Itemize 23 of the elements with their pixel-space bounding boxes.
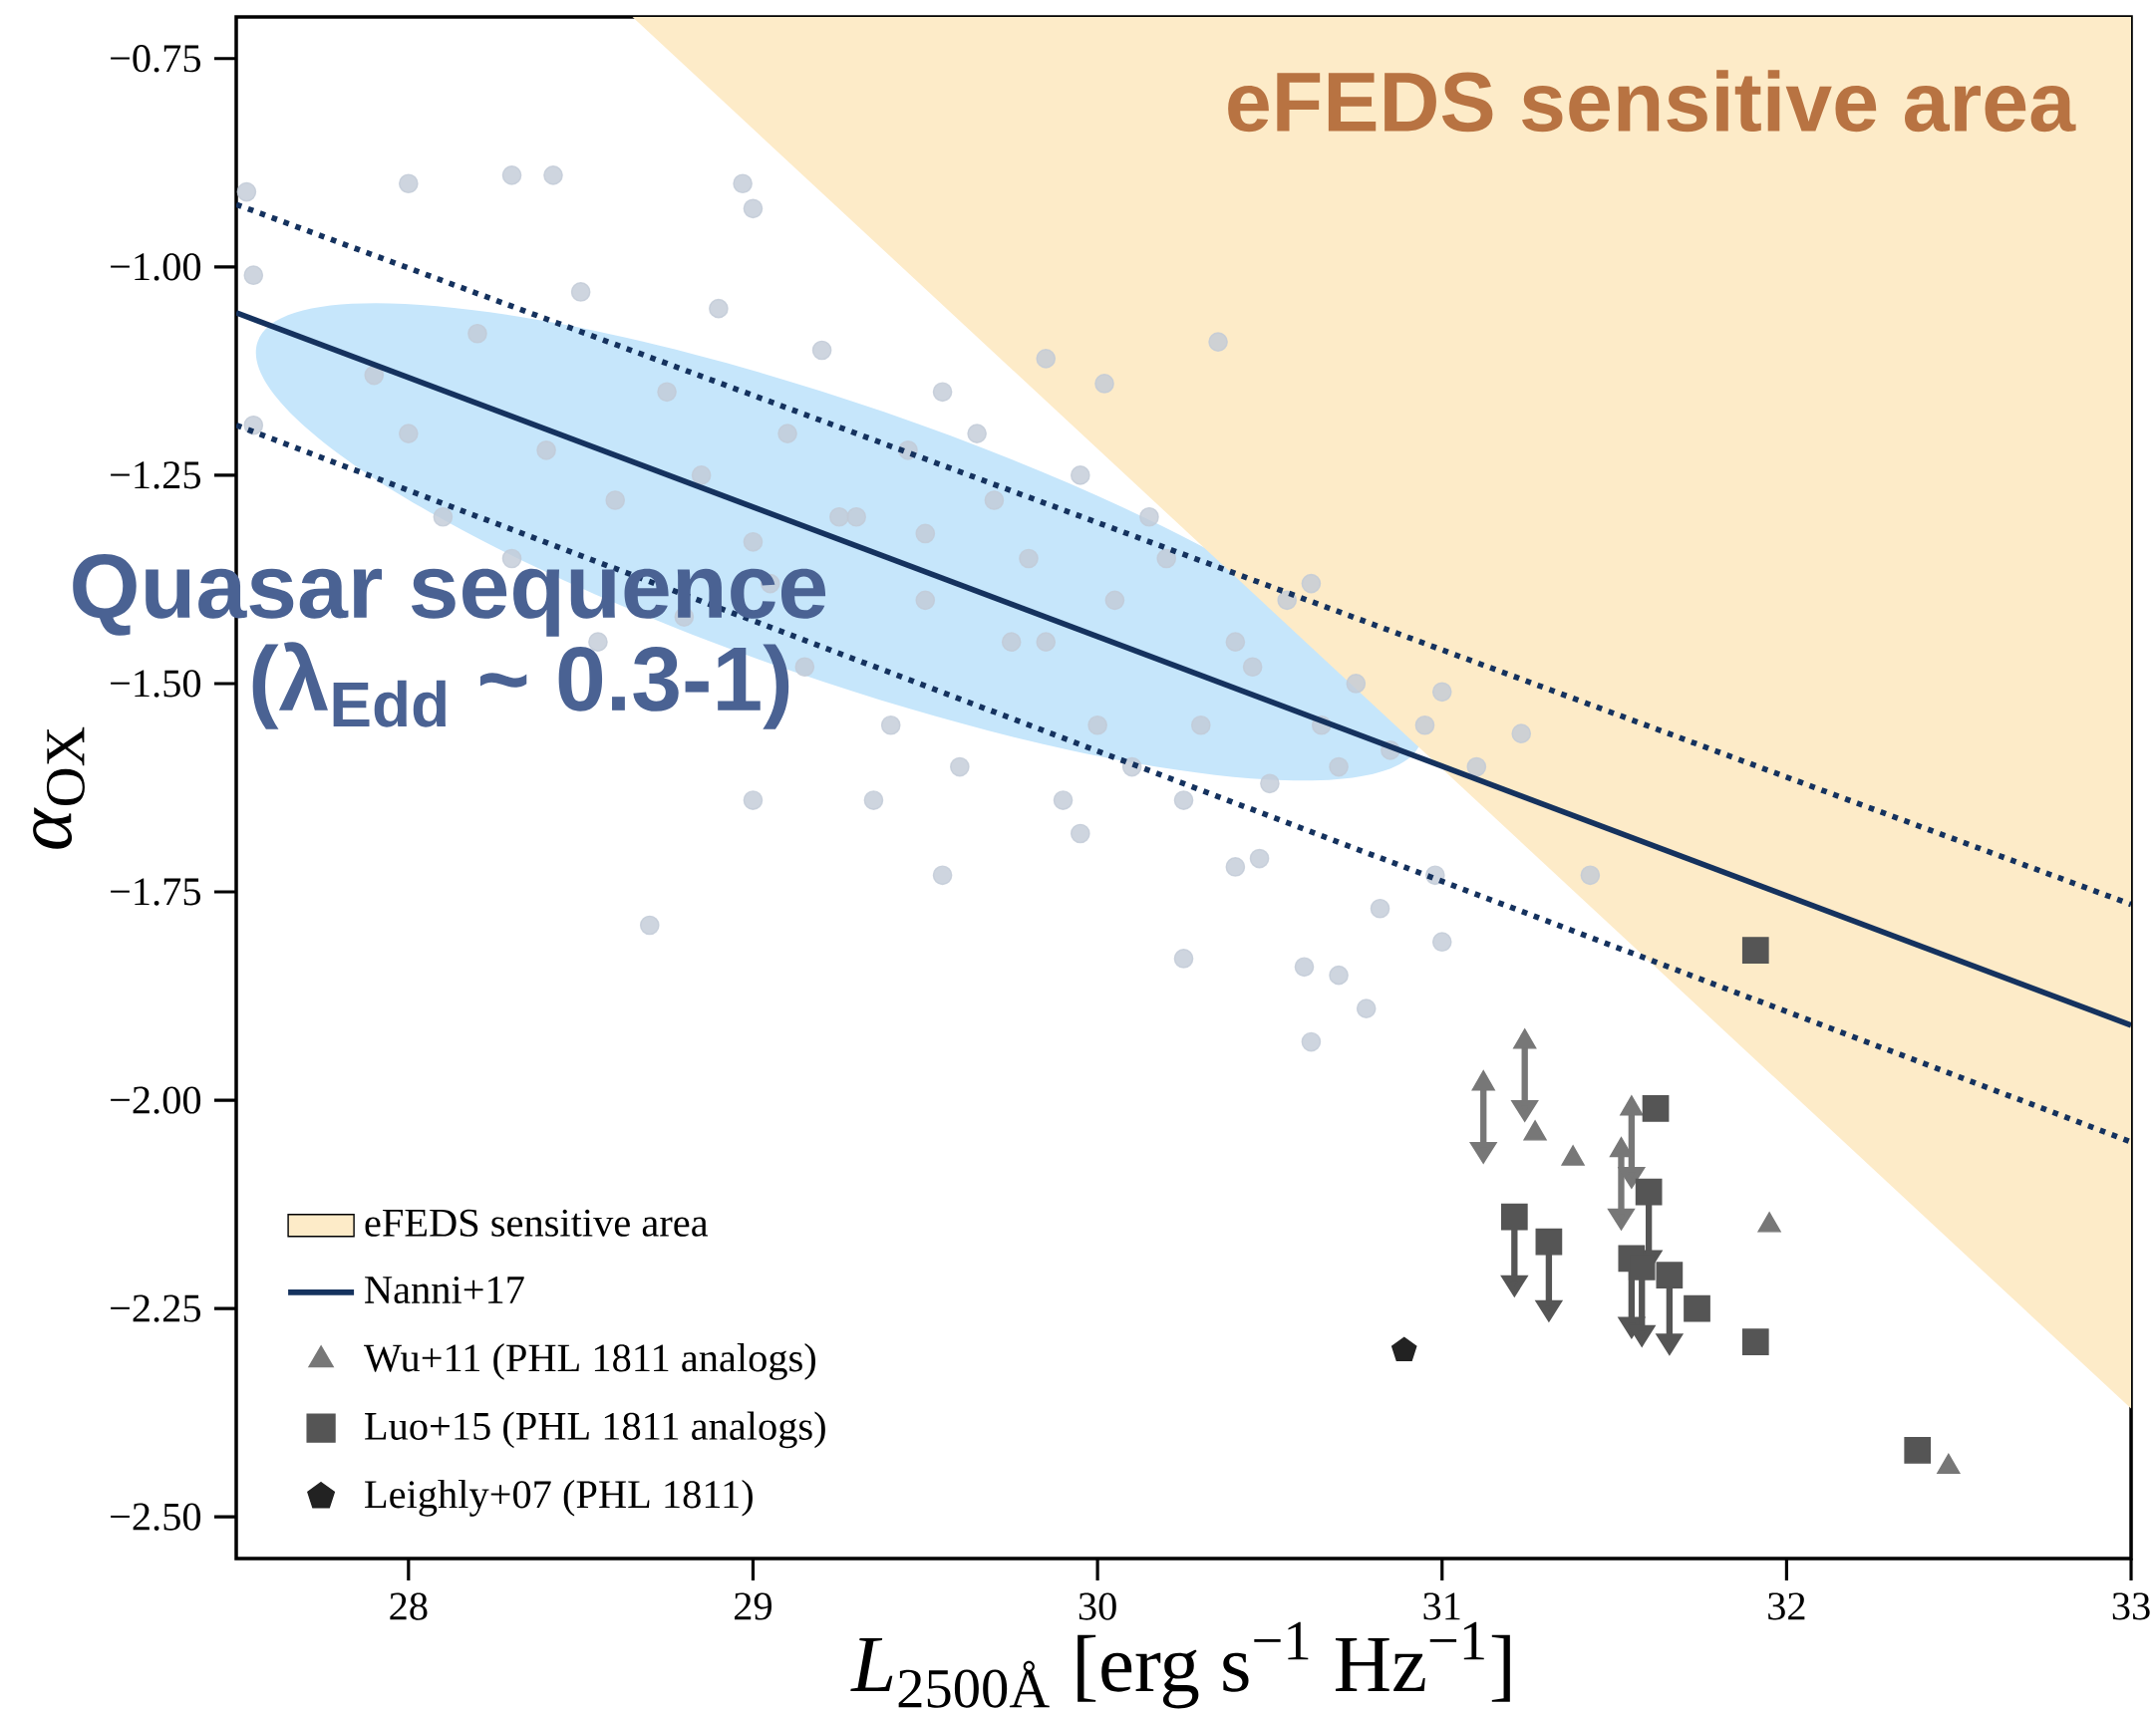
y-tick-label: −2.25: [111, 1294, 201, 1322]
y-axis-title: α$_{OX}$: [33, 726, 85, 849]
annotation: eFEDS sensitive area: [1228, 70, 2076, 133]
y-tick-label: −1.00: [111, 253, 201, 281]
legend-label: eFEDS sensitive area: [365, 1209, 709, 1237]
annotation: (λ$_{Edd}$ ~ 0.3-1): [252, 642, 789, 729]
legend-label: Luo+15 (PHL 1811 analogs): [365, 1411, 825, 1449]
x-axis-title: L$_{2500Å}$ [erg s$^{−1}$ Hz$^{−1}$]: [850, 1621, 1510, 1709]
y-tick-label: −0.75: [111, 45, 201, 73]
x-tick-label: 33: [2112, 1592, 2150, 1620]
x-tick-label: 32: [1768, 1592, 1805, 1620]
y-tick-label: −1.50: [111, 670, 201, 698]
x-tick-label: 31: [1423, 1592, 1460, 1620]
y-tick-label: −1.75: [111, 878, 201, 906]
legend-label: Nanni+17: [365, 1276, 524, 1304]
x-tick-label: 28: [390, 1592, 428, 1620]
x-tick-label: 30: [1078, 1592, 1116, 1620]
y-tick-label: −2.00: [111, 1086, 201, 1114]
y-tick-label: −1.25: [111, 461, 201, 489]
y-tick-label: −2.50: [111, 1503, 201, 1531]
legend-label: Wu+11 (PHL 1811 analogs): [363, 1343, 815, 1380]
legend-label: Leighly+07 (PHL 1811): [365, 1479, 753, 1517]
x-tick-label: 29: [735, 1592, 771, 1620]
